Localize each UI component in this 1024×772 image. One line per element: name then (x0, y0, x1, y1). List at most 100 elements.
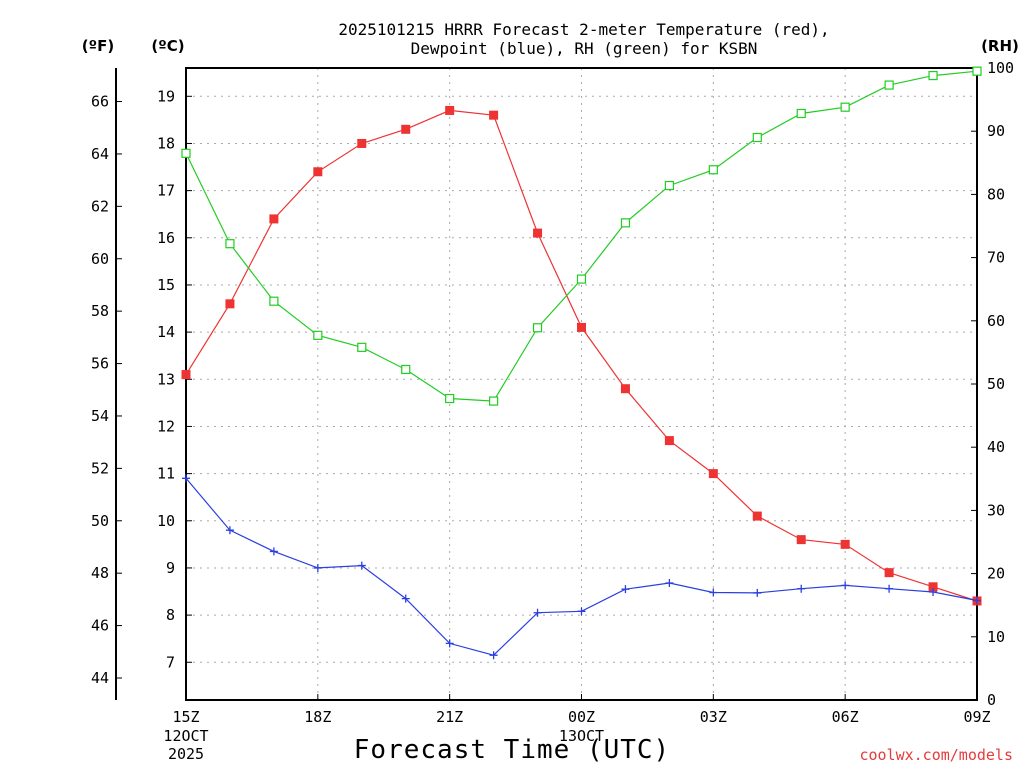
dewpoint-point (621, 585, 630, 594)
fahrenheit-tick-label: 48 (91, 564, 109, 582)
rh-point (489, 396, 499, 406)
fahrenheit-tick-label: 50 (91, 512, 109, 530)
dewpoint-point (841, 581, 850, 590)
rh-point (269, 296, 279, 306)
dewpoint-point (489, 651, 498, 660)
rh-tick-label: 0 (987, 691, 996, 709)
fahrenheit-tick-label: 64 (91, 145, 109, 163)
temperature-point (708, 469, 718, 479)
dewpoint-point (973, 596, 981, 605)
x-tick-date-label: 12OCT (163, 727, 208, 745)
rh-point (181, 148, 191, 158)
chart-title-line-2: Dewpoint (blue), RH (green) for KSBN (411, 39, 758, 58)
x-tick-date-label: 13OCT (559, 727, 604, 745)
x-tick-label: 03Z (700, 708, 727, 726)
dewpoint-point (401, 594, 410, 603)
rh-tick-label: 80 (987, 185, 1005, 203)
x-tick-label: 00Z (568, 708, 595, 726)
rh-tick-label: 50 (987, 375, 1005, 393)
rh-tick-label: 20 (987, 565, 1005, 583)
celsius-tick-label: 9 (166, 559, 175, 577)
temperature-point (357, 138, 367, 148)
celsius-tick-label: 16 (157, 229, 175, 247)
rh-point (225, 239, 235, 249)
data-series (181, 66, 982, 660)
temperature-point (840, 539, 850, 549)
x-tick-label: 15Z (172, 708, 199, 726)
series-rh (181, 66, 982, 406)
temperature-point (533, 228, 543, 238)
temperature-point (752, 511, 762, 521)
temperature-point (620, 384, 630, 394)
fahrenheit-tick-label: 44 (91, 669, 109, 687)
fahrenheit-tick-label: 56 (91, 355, 109, 373)
temperature-point (577, 322, 586, 332)
x-tick-label: 06Z (832, 708, 859, 726)
chart-axes: 7 8 9 10 11 12 13 14 15 16 17 18 19 44 46 48 50 52 54 56 58 6… (91, 59, 1014, 763)
rh-tick-label: 40 (987, 438, 1005, 456)
celsius-tick-label: 19 (157, 87, 175, 105)
dewpoint-point (797, 584, 806, 593)
rh-tick-label: 90 (987, 122, 1005, 140)
rh-point (620, 218, 631, 228)
rh-point (401, 364, 411, 375)
dewpoint-point (753, 588, 762, 597)
temperature-point (313, 167, 323, 177)
rh-tick-label: 100 (987, 59, 1014, 77)
temperature-point (664, 436, 674, 446)
celsius-unit-label: (ºC) (151, 37, 184, 55)
dewpoint-point (665, 579, 674, 588)
temperature-point (796, 535, 806, 545)
x-tick-date-label: 2025 (168, 745, 204, 763)
rh-point (884, 80, 894, 90)
celsius-tick-label: 14 (157, 323, 175, 341)
celsius-tick-label: 8 (166, 606, 175, 624)
celsius-tick-label: 7 (166, 653, 175, 671)
x-tick-label: 21Z (436, 708, 463, 726)
rh-point (752, 132, 762, 143)
dewpoint-point (929, 587, 938, 596)
temperature-point (269, 214, 279, 224)
rh-point (445, 393, 455, 404)
dewpoint-point (357, 561, 366, 570)
rh-unit-label: (RH) (981, 37, 1019, 55)
rh-tick-label: 70 (987, 249, 1005, 267)
grid-lines (186, 68, 977, 700)
dewpoint-point (182, 474, 190, 483)
fahrenheit-tick-label: 54 (91, 407, 109, 425)
dewpoint-point (225, 526, 234, 535)
temperature-point (225, 299, 235, 309)
fahrenheit-tick-label: 52 (91, 459, 109, 477)
celsius-tick-label: 13 (157, 370, 175, 388)
celsius-tick-label: 18 (157, 134, 175, 152)
dewpoint-point (533, 608, 542, 617)
temperature-point (181, 370, 191, 380)
celsius-tick-label: 12 (157, 417, 175, 435)
fahrenheit-unit-label: (ºF) (82, 37, 114, 55)
temperature-point (489, 110, 499, 120)
dewpoint-point (313, 563, 322, 572)
x-axis-title: Forecast Time (UTC) (354, 735, 670, 765)
fahrenheit-tick-label: 46 (91, 617, 109, 635)
dewpoint-point (445, 639, 454, 648)
dewpoint-point (577, 607, 586, 616)
rh-tick-label: 30 (987, 501, 1005, 519)
dewpoint-point (269, 547, 278, 556)
rh-tick-label: 10 (987, 628, 1005, 646)
rh-point (840, 102, 850, 112)
celsius-tick-label: 10 (157, 512, 175, 530)
fahrenheit-tick-label: 58 (91, 302, 109, 320)
rh-point (664, 180, 674, 191)
series-dewpoint (182, 474, 981, 660)
rh-point (313, 330, 323, 340)
x-tick-label: 18Z (304, 708, 331, 726)
dewpoint-point (709, 588, 718, 597)
rh-point (357, 342, 367, 352)
dewpoint-point (885, 584, 894, 593)
temperature-point (401, 124, 411, 134)
celsius-tick-label: 15 (157, 276, 175, 294)
rh-point (928, 70, 938, 81)
fahrenheit-tick-label: 66 (91, 93, 109, 111)
